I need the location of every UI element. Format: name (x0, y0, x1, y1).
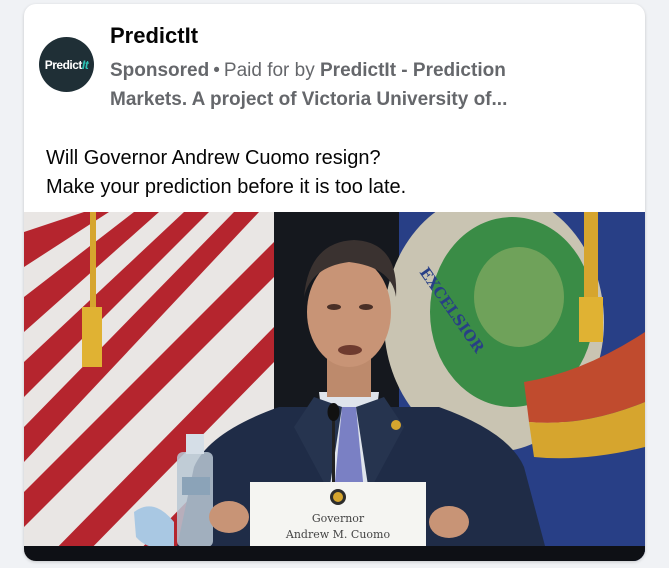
meta-separator: • (213, 60, 220, 81)
table-edge (24, 546, 645, 561)
post-text-line2: Make your prediction before it is too la… (46, 176, 407, 198)
post-text: Will Governor Andrew Cuomo resign? Make … (46, 144, 626, 202)
face-mask (134, 506, 174, 549)
payer-name-line1[interactable]: PredictIt - Prediction (320, 60, 506, 81)
paid-for-prefix: Paid for by (223, 60, 315, 81)
post-meta: Sponsored • Paid for by PredictIt - Predic… (110, 56, 560, 114)
ad-photo[interactable]: EXCELSIOR (24, 212, 645, 561)
nameplate-name: Andrew M. Cuomo (285, 528, 391, 541)
predictit-logo: PredictIt (44, 57, 89, 72)
nameplate-title: Governor (312, 512, 365, 525)
water-bottle (177, 434, 213, 547)
payer-name-line2[interactable]: Markets. A project of Victoria Universit… (110, 89, 508, 110)
sponsored-label[interactable]: Sponsored (110, 60, 210, 81)
sponsored-post-card: PredictIt PredictIt Sponsored • Paid for b… (24, 4, 645, 561)
post-text-line1: Will Governor Andrew Cuomo resign? (46, 147, 381, 169)
page-avatar[interactable]: PredictIt (39, 37, 94, 92)
left-hand (209, 501, 249, 533)
nameplate: Governor Andrew M. Cuomo (250, 482, 426, 550)
page-name-link[interactable]: PredictIt (110, 23, 199, 48)
right-hand (429, 506, 469, 538)
